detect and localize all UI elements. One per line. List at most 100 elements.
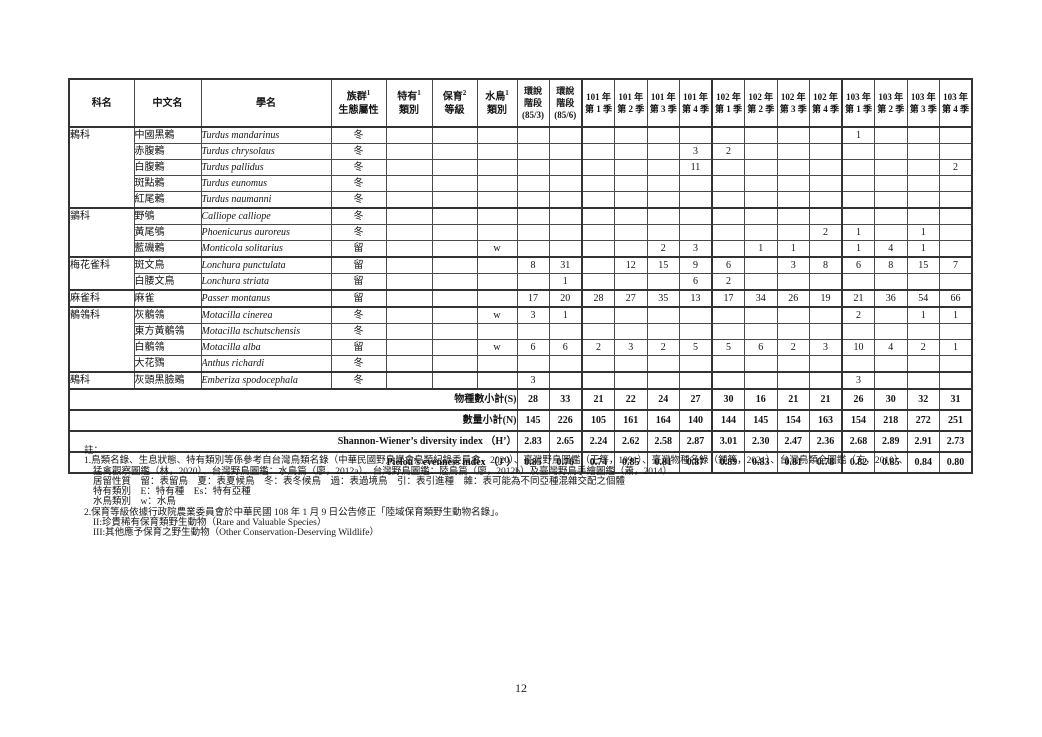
count-cell: 1 xyxy=(906,224,940,241)
count-cell xyxy=(646,224,680,241)
count-cell xyxy=(646,143,680,160)
count-cell xyxy=(646,355,680,373)
count-cell xyxy=(711,207,745,225)
note-line: 特有類別 E：特有種 Es：特有亞種 xyxy=(93,487,251,498)
count-cell xyxy=(874,143,908,160)
count-cell xyxy=(906,371,940,390)
ecology-attribute-cell: 冬 xyxy=(330,175,387,192)
count-cell: 2 xyxy=(906,339,940,356)
header-label: 第 2 季 xyxy=(877,104,905,114)
endemic-class-cell xyxy=(385,273,433,291)
count-cell: 19 xyxy=(809,289,843,308)
conservation-level-cell xyxy=(431,224,478,241)
count-cell xyxy=(809,355,843,373)
species-row: 白鶺鴒 Motacilla alba 留 w 6 6 2 3 2 5 5 6 2 3 10 4 2 1 xyxy=(69,339,973,356)
count-cell: 1 xyxy=(776,240,810,258)
species-row: 麻雀科 麻雀 Passer montanus 留 17 20 28 27 35 13 17 34 26 1… xyxy=(68,289,973,308)
header-label: 生態屬性 xyxy=(338,104,379,116)
count-cell xyxy=(516,191,550,209)
header-label: 特有 xyxy=(397,91,418,103)
count-cell xyxy=(744,273,778,291)
count-cell xyxy=(614,306,648,324)
count-cell xyxy=(939,126,973,144)
summary-value-cell: 144 xyxy=(711,409,745,432)
count-cell xyxy=(516,224,550,241)
count-cell: 6 xyxy=(516,339,550,356)
note-line: 居留性質 留：表留鳥 夏：表夏候鳥 冬：表冬候鳥 過：表過境鳥 引：表引進種 雜… xyxy=(93,476,626,487)
waterbird-class-cell: w xyxy=(476,339,518,356)
col-header-endemic: 特有1 類別 xyxy=(385,78,433,128)
summary-value-cell: 251 xyxy=(939,409,973,432)
count-cell xyxy=(809,159,843,176)
species-row: 鶺鴒科 灰鶺鴒 Motacilla cinerea 冬 w 3 1 2 1 1 xyxy=(68,306,973,373)
summary-value-cell: 27 xyxy=(679,388,713,411)
summary-tbody: 物種數小計(S) 28 33 21 22 24 27 30 16 21 21 26 30 32 31 數量小計… xyxy=(68,388,973,474)
summary-label: 數量小計(N) xyxy=(68,409,518,432)
summary-value-cell: 31 xyxy=(939,388,973,411)
note-line: 1.鳥類名錄、生息狀態、特有類別等係參考自台灣鳥類名錄（中華民國野鳥學會鳥類紀錄… xyxy=(84,456,909,467)
endemic-class-cell xyxy=(385,191,433,209)
note-line: 水鳥類別 w：水鳥 xyxy=(93,497,176,508)
header-label: 103 年 xyxy=(910,91,936,102)
count-cell xyxy=(939,371,973,390)
count-cell xyxy=(614,323,648,340)
count-cell xyxy=(809,191,843,209)
count-cell xyxy=(744,371,778,390)
summary-value-cell: 164 xyxy=(646,409,680,432)
count-cell xyxy=(841,355,875,373)
header-label: 第 3 季 xyxy=(909,104,937,114)
count-cell xyxy=(939,143,973,160)
count-cell: 54 xyxy=(906,289,940,308)
ecology-attribute-cell: 冬 xyxy=(330,159,387,176)
count-cell xyxy=(548,240,583,258)
count-cell: 8 xyxy=(874,256,908,274)
col-header-population-ecology: 族群1 生態屬性 xyxy=(330,78,387,128)
conservation-level-cell xyxy=(431,240,478,258)
count-cell: 2 xyxy=(939,159,973,176)
count-cell xyxy=(516,323,550,340)
summary-value-cell: 218 xyxy=(874,409,908,432)
summary-value-cell: 24 xyxy=(646,388,680,411)
scientific-name-cell: Motacilla tschutschensis xyxy=(200,323,332,340)
col-header-102q1: 102 年第 1 季 xyxy=(711,78,745,128)
count-cell: 3 xyxy=(679,240,713,258)
col-header-conservation: 保育2 等級 xyxy=(431,78,478,128)
header-label: 第 1 季 xyxy=(844,104,872,114)
chinese-name-cell: 斑文鳥 xyxy=(133,256,202,274)
count-cell: 20 xyxy=(548,289,583,308)
scientific-name-cell: Turdus naumanni xyxy=(200,191,332,209)
count-cell: 3 xyxy=(841,371,875,390)
count-cell xyxy=(711,159,745,176)
waterbird-class-cell xyxy=(476,323,518,340)
header-label: 103 年 xyxy=(878,91,904,102)
count-cell: 21 xyxy=(841,289,875,308)
summary-value-cell: 2.91 xyxy=(906,430,940,453)
count-cell: 2 xyxy=(711,273,745,291)
summary-value-cell: 163 xyxy=(809,409,843,432)
count-cell xyxy=(646,306,680,324)
ecology-attribute-cell: 冬 xyxy=(330,126,387,144)
count-cell: 3 xyxy=(516,371,550,390)
count-cell xyxy=(939,240,973,258)
ecology-attribute-cell: 留 xyxy=(330,289,387,308)
scientific-name-cell: Turdus chrysolaus xyxy=(200,143,332,160)
scientific-name-cell: Anthus richardi xyxy=(200,355,332,373)
endemic-class-cell xyxy=(385,126,433,144)
footnote-superscript: 1 xyxy=(366,89,371,98)
header-label: (85/3) xyxy=(522,110,544,121)
species-row: 黃尾鴝 Phoenicurus auroreus 冬 2 1 1 xyxy=(69,224,973,241)
count-cell xyxy=(516,159,550,176)
summary-value-cell: 154 xyxy=(841,409,875,432)
count-cell xyxy=(874,323,908,340)
count-cell xyxy=(711,175,745,192)
summary-value-cell: 0.78 xyxy=(809,451,843,474)
count-cell xyxy=(679,224,713,241)
ecology-attribute-cell: 留 xyxy=(330,256,387,274)
summary-value-cell: 30 xyxy=(711,388,745,411)
waterbird-class-cell xyxy=(476,224,518,241)
waterbird-class-cell xyxy=(476,289,518,308)
count-cell xyxy=(874,126,908,144)
count-cell xyxy=(614,159,648,176)
header-label: 102 年 xyxy=(748,91,774,102)
species-row: 梅花雀科 斑文鳥 Lonchura punctulata 留 8 31 12 15 9 6 3 8 6 8… xyxy=(68,256,973,291)
